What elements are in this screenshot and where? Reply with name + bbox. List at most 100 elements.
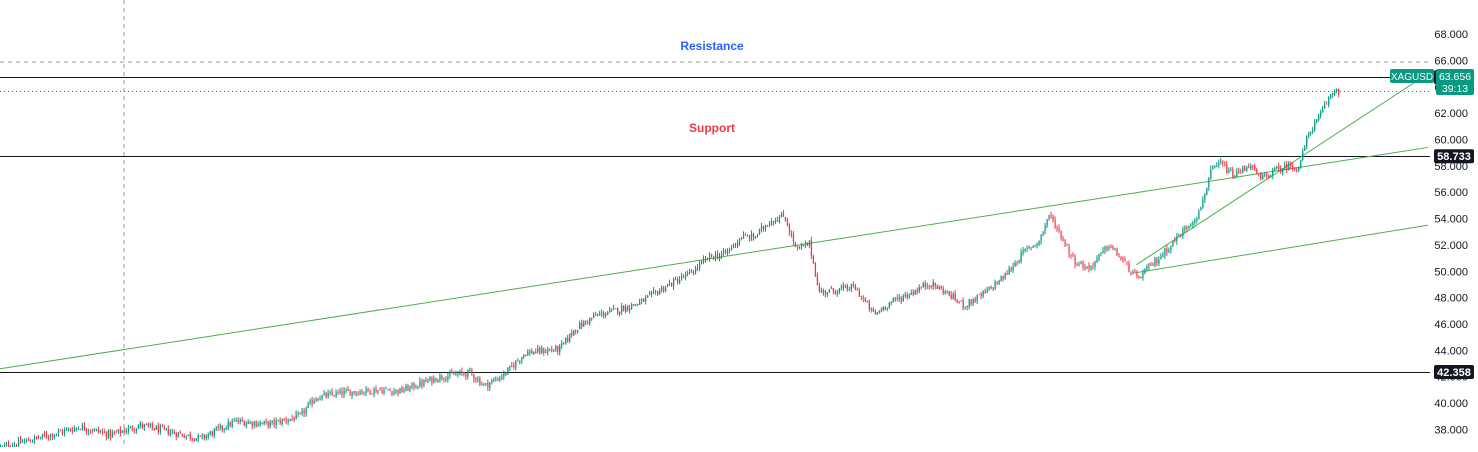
candle-body — [1224, 163, 1225, 164]
candle-body — [146, 424, 147, 425]
candle-body — [659, 291, 660, 295]
candle-body — [292, 418, 293, 419]
candle-body — [130, 427, 131, 428]
candle-body — [811, 240, 812, 255]
candle-body — [190, 434, 191, 438]
candle-body — [685, 274, 686, 278]
candle-body — [939, 287, 940, 289]
candle-body — [220, 425, 221, 428]
candle-body — [126, 431, 127, 432]
candle-body — [52, 435, 53, 438]
candle-body — [1296, 170, 1297, 171]
candle-body — [1196, 219, 1197, 221]
candle-body — [284, 420, 285, 421]
candle-body — [1025, 249, 1026, 250]
candle-body — [198, 435, 199, 439]
candle-body — [1156, 258, 1157, 263]
candle-body — [288, 421, 289, 423]
candle-body — [971, 299, 972, 303]
symbol-badge[interactable]: XAGUSD — [1391, 72, 1433, 83]
candle-body — [1322, 109, 1323, 112]
candle-body — [675, 280, 676, 281]
candle-body — [565, 338, 566, 343]
candle-body — [985, 291, 986, 292]
candle-body — [997, 283, 998, 284]
candle-body — [1015, 263, 1016, 267]
candle-body — [691, 272, 692, 274]
candle-body — [1092, 266, 1093, 267]
candle-body — [803, 245, 804, 246]
candle-body — [1230, 170, 1231, 171]
candle-body — [429, 377, 430, 380]
candle-body — [1326, 104, 1327, 105]
candle-body — [357, 393, 358, 395]
candle-body — [523, 354, 524, 357]
candle-body — [124, 430, 125, 432]
candle-body — [108, 431, 109, 438]
level-badge-2[interactable]: 42.358 — [1437, 367, 1471, 379]
candle-body — [1292, 166, 1293, 168]
candle-body — [471, 370, 472, 374]
candle-body — [979, 294, 980, 295]
candle-body — [649, 293, 650, 294]
candle-body — [767, 226, 768, 227]
candle-body — [359, 391, 360, 394]
candle-body — [465, 374, 466, 377]
candle-body — [757, 235, 758, 236]
candle-body — [1076, 265, 1077, 266]
candle-body — [320, 399, 321, 400]
candle-body — [1178, 236, 1179, 237]
candle-body — [727, 250, 728, 253]
candle-body — [104, 432, 105, 433]
candle-body — [114, 432, 115, 433]
candle-body — [845, 285, 846, 286]
candle-body — [1312, 131, 1313, 132]
candle-body — [326, 393, 327, 397]
candle-body — [601, 313, 602, 314]
candle-body — [599, 314, 600, 315]
candle-body — [1332, 93, 1333, 95]
candle-body — [1324, 105, 1325, 109]
candle-body — [1080, 262, 1081, 264]
candle-body — [1298, 168, 1299, 170]
candle-body — [891, 302, 892, 303]
candle-body — [571, 333, 572, 335]
candle-body — [76, 428, 77, 429]
y-tick-label: 66.000 — [1434, 55, 1468, 67]
candle-body — [216, 427, 217, 429]
candle-body — [1166, 249, 1167, 253]
candle-body — [1011, 268, 1012, 270]
y-tick-label: 52.000 — [1434, 240, 1468, 252]
candle-body — [919, 287, 920, 291]
candle-body — [1132, 272, 1133, 274]
candle-body — [413, 383, 414, 388]
candle-body — [1316, 119, 1317, 121]
candle-body — [306, 408, 307, 414]
candle-body — [1232, 170, 1233, 179]
candle-body — [427, 380, 428, 381]
candle-body — [843, 286, 844, 288]
candle-body — [765, 226, 766, 229]
candle-body — [437, 380, 438, 381]
candle-body — [1114, 249, 1115, 250]
candle-body — [244, 422, 245, 426]
candle-body — [1037, 244, 1038, 245]
candle-body — [324, 393, 325, 395]
candle-body — [1108, 247, 1109, 249]
candle-body — [805, 243, 806, 244]
candle-body — [1039, 241, 1040, 245]
level-badge-1[interactable]: 58.733 — [1437, 151, 1471, 163]
candle-body — [597, 314, 598, 315]
candle-body — [653, 291, 654, 292]
candle-body — [60, 430, 61, 431]
candle-body — [252, 422, 253, 425]
support-annotation[interactable]: Support — [689, 121, 735, 135]
resistance-annotation[interactable]: Resistance — [680, 39, 744, 53]
candle-body — [222, 426, 223, 430]
candle-body — [1226, 164, 1227, 173]
candle-body — [1019, 261, 1020, 263]
candle-body — [1134, 272, 1135, 273]
candle-body — [1154, 259, 1155, 266]
